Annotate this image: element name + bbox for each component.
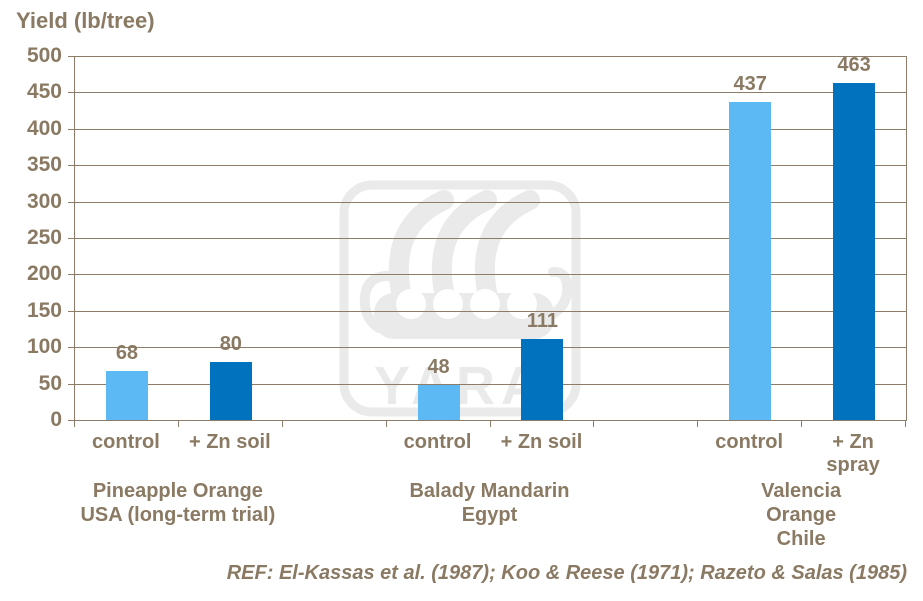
y-tick <box>68 92 74 94</box>
gridline <box>75 383 906 385</box>
x-tick <box>593 421 595 427</box>
x-tick <box>801 421 803 427</box>
y-tick-label: 350 <box>26 153 62 177</box>
y-tick-label: 200 <box>26 262 62 286</box>
y-tick <box>68 420 74 421</box>
x-tick <box>489 421 491 427</box>
bar-value-label: 48 <box>427 356 450 379</box>
y-tick-label: 0 <box>50 408 62 431</box>
yara-logo-frame <box>339 180 581 417</box>
y-tick <box>68 201 74 203</box>
gridline <box>75 310 906 312</box>
category-label: control <box>92 431 160 453</box>
reference-footnote: REF: El-Kassas et al. (1987); Koo & Rees… <box>226 562 907 584</box>
y-tick-label: 300 <box>26 189 62 213</box>
plot-area: YARA 68 80 48 111 437 463 <box>74 53 907 421</box>
bar <box>209 361 252 420</box>
gridline <box>75 128 906 130</box>
y-tick-label: 450 <box>26 80 62 104</box>
gridline <box>75 56 906 57</box>
category-label: control <box>715 431 784 453</box>
y-tick <box>68 56 74 57</box>
y-tick <box>68 238 74 239</box>
group-label: Valencia Orange Chile <box>761 480 842 550</box>
y-tick-label: 50 <box>38 371 62 395</box>
bar-value-label: 111 <box>526 310 559 333</box>
y-tick <box>68 347 74 349</box>
x-tick <box>385 421 387 427</box>
yara-watermark-text: YARA <box>374 356 546 416</box>
bar-value-label: 463 <box>837 53 871 76</box>
bar <box>833 82 876 420</box>
bar <box>105 370 148 420</box>
bar <box>417 385 460 420</box>
gridline <box>75 347 906 349</box>
gridline <box>75 201 906 203</box>
bar-value-label: 437 <box>733 72 767 95</box>
gridline <box>75 165 906 167</box>
x-tick <box>74 421 75 427</box>
group-label: Balady Mandarin Egypt <box>409 480 570 526</box>
bar <box>729 101 772 420</box>
y-tick-label: 100 <box>26 335 62 359</box>
bar-value-label: 68 <box>115 341 139 364</box>
category-label: + Zn soil <box>500 431 583 453</box>
y-tick-label: 500 <box>26 44 62 67</box>
y-tick-label: 150 <box>26 298 62 322</box>
y-tick <box>68 165 74 167</box>
gridline <box>75 274 906 276</box>
gridline <box>75 238 906 239</box>
y-tick-label: 400 <box>26 116 62 140</box>
x-tick <box>905 421 906 427</box>
x-tick <box>697 421 699 427</box>
bar-value-label: 80 <box>219 332 242 355</box>
viking-ship-sails <box>388 190 540 302</box>
y-tick <box>68 128 74 130</box>
y-tick <box>68 274 74 276</box>
gridline <box>75 92 906 94</box>
group-label: Pineapple Orange USA (long-term trial) <box>80 480 276 526</box>
bar <box>521 339 564 420</box>
x-tick <box>281 421 283 427</box>
category-label: + Zn soil <box>188 431 271 453</box>
category-label: + Zn spray <box>826 431 880 476</box>
y-tick-label: 250 <box>26 226 62 249</box>
y-tick <box>68 310 74 312</box>
x-tick <box>177 421 179 427</box>
y-tick <box>68 383 74 385</box>
category-label: control <box>403 431 472 453</box>
chart-title: Yield (lb/tree) <box>16 8 155 33</box>
